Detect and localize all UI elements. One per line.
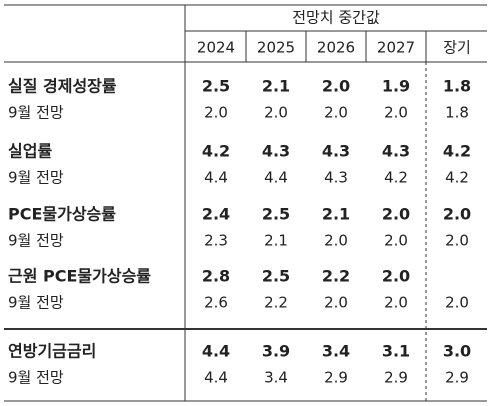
row-label: 실질 경제성장률 (8, 77, 117, 96)
cell: 2.4 (202, 205, 230, 224)
row-label: 연방기금금리 (8, 342, 96, 361)
cell: 3.4 (322, 342, 350, 361)
cell: 2.1 (264, 232, 288, 250)
cell: 4.3 (322, 142, 350, 161)
sub-row-label: 9월 전망 (8, 369, 64, 387)
cell: 1.8 (445, 104, 469, 122)
header-title: 전망치 중간값 (292, 9, 380, 27)
cell: 2.0 (324, 104, 348, 122)
cell: 4.2 (445, 169, 469, 187)
cell: 2.3 (204, 232, 228, 250)
cell: 4.3 (382, 142, 410, 161)
cell: 2.0 (264, 104, 288, 122)
row-label: 근원 PCE물가상승률 (8, 267, 151, 286)
cell: 3.4 (264, 369, 288, 387)
cell: 2.0 (384, 294, 408, 312)
sub-row-label: 9월 전망 (8, 169, 64, 187)
cell: 2.0 (324, 294, 348, 312)
cell: 2.0 (445, 294, 469, 312)
cell: 2.6 (204, 294, 228, 312)
cell: 2.2 (264, 294, 288, 312)
cell: 1.9 (382, 77, 410, 96)
cell: 4.3 (262, 142, 290, 161)
cell: 2.5 (202, 77, 230, 96)
cell: 3.9 (262, 342, 290, 361)
cell: 2.5 (262, 267, 290, 286)
cell: 2.9 (445, 369, 469, 387)
cell: 4.2 (202, 142, 230, 161)
cell: 4.2 (443, 142, 471, 161)
row-label: PCE물가상승률 (8, 205, 116, 224)
cell: 4.3 (324, 169, 348, 187)
column-header: 2026 (317, 39, 355, 57)
cell: 4.4 (204, 369, 228, 387)
cell: 2.0 (204, 104, 228, 122)
cell: 2.9 (384, 369, 408, 387)
column-header: 2024 (197, 39, 235, 57)
cell: 4.4 (202, 342, 230, 361)
cell: 2.0 (443, 205, 471, 224)
cell: 2.0 (382, 205, 410, 224)
cell: 4.4 (264, 169, 288, 187)
cell: 3.0 (443, 342, 471, 361)
sub-row-label: 9월 전망 (8, 294, 64, 312)
column-header: 2027 (377, 39, 415, 57)
cell: 2.2 (322, 267, 350, 286)
sub-row-label: 9월 전망 (8, 104, 64, 122)
cell: 2.0 (322, 77, 350, 96)
cell: 2.5 (262, 205, 290, 224)
sub-row-label: 9월 전망 (8, 232, 64, 250)
cell: 2.0 (384, 104, 408, 122)
row-label: 실업률 (8, 142, 52, 161)
column-header: 장기 (443, 39, 471, 57)
cell: 4.4 (204, 169, 228, 187)
cell: 2.0 (384, 232, 408, 250)
column-header: 2025 (257, 39, 295, 57)
cell: 2.1 (262, 77, 290, 96)
cell: 2.9 (324, 369, 348, 387)
cell: 1.8 (443, 77, 471, 96)
cell: 3.1 (382, 342, 410, 361)
cell: 2.0 (324, 232, 348, 250)
cell: 2.1 (322, 205, 350, 224)
cell: 4.2 (384, 169, 408, 187)
cell: 2.8 (202, 267, 230, 286)
cell: 2.0 (382, 267, 410, 286)
cell: 2.0 (445, 232, 469, 250)
